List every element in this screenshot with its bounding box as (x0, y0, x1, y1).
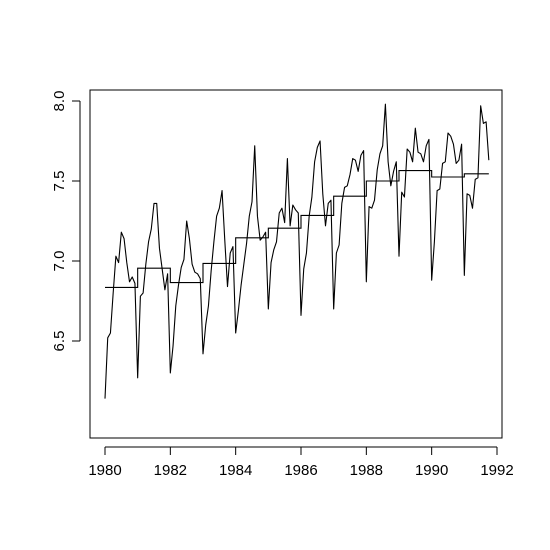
y-tick-label: 6.5 (51, 331, 68, 352)
x-tick-label: 1980 (88, 462, 121, 479)
x-tick-label: 1984 (219, 462, 252, 479)
series-layer (104, 103, 490, 399)
y-axis: 6.5 7.0 7.5 8.0 (51, 91, 81, 352)
x-tick-label: 1992 (480, 462, 513, 479)
y-tick-label: 7.5 (51, 171, 68, 192)
monthly-series-line (104, 103, 490, 399)
x-tick-label: 1990 (415, 462, 448, 479)
x-tick-label: 1986 (284, 462, 317, 479)
y-tick-label: 7.0 (51, 251, 68, 272)
x-tick-label: 1982 (154, 462, 187, 479)
y-tick-label: 8.0 (51, 91, 68, 112)
yearly-mean-step-line (105, 170, 489, 288)
x-axis: 1980 1982 1984 1986 1988 1990 1992 (88, 446, 514, 479)
plot-frame (89, 89, 503, 439)
x-tick-label: 1988 (350, 462, 383, 479)
